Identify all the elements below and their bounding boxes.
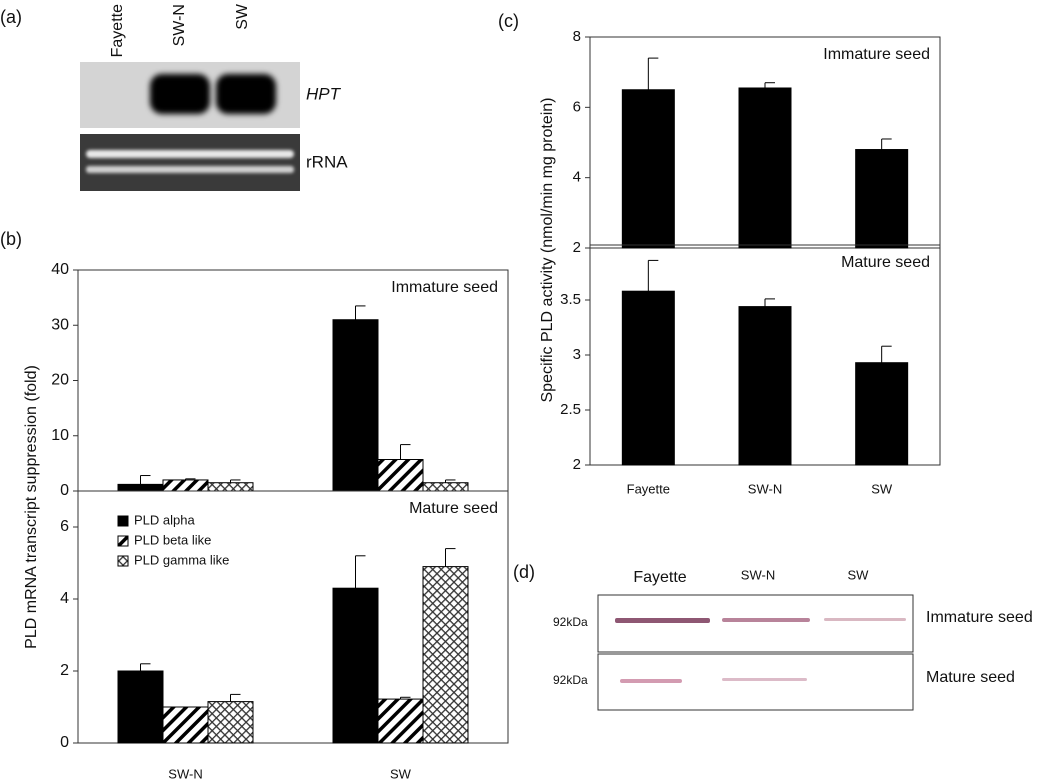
bar <box>422 566 469 744</box>
blot <box>597 594 914 711</box>
band-label: HPT <box>306 84 342 103</box>
y-tick-label: 4 <box>573 169 581 186</box>
bar <box>162 706 209 744</box>
y-tick-label: 6 <box>573 98 581 115</box>
bar <box>621 89 675 249</box>
y-tick-label: 8 <box>573 28 581 45</box>
y-tick-label: 40 <box>51 261 69 278</box>
row-label: Immature seed <box>926 609 1033 626</box>
error-bar <box>230 693 241 702</box>
x-tick-label: SW-N <box>748 481 782 496</box>
legend-swatch <box>117 515 129 527</box>
error-bar <box>881 138 892 150</box>
bar <box>162 479 209 492</box>
error-bar <box>647 259 659 292</box>
bar <box>738 87 792 249</box>
lane-label: SW <box>234 3 251 30</box>
bar <box>117 483 164 492</box>
error-bar <box>230 479 241 483</box>
y-tick-label: 6 <box>60 518 69 535</box>
bar <box>332 319 379 492</box>
bar <box>377 698 424 744</box>
error-bar <box>445 548 456 567</box>
legend-label: PLD alpha <box>134 512 195 527</box>
error-bar <box>764 298 775 307</box>
marker-label: 92kDa <box>553 615 588 629</box>
y-tick-label: 2 <box>60 662 69 679</box>
y-tick-label: 0 <box>60 482 69 499</box>
bar <box>855 149 909 249</box>
y-tick-label: 2 <box>573 239 581 256</box>
y-tick-label: 2 <box>573 456 581 473</box>
panel-label: (a) <box>0 7 22 27</box>
lane-label: SW-N <box>171 4 188 46</box>
lane-label: Fayette <box>633 569 686 586</box>
bar <box>332 587 379 744</box>
error-bar <box>140 663 151 671</box>
y-tick-label: 10 <box>51 427 69 444</box>
plot-frame <box>77 269 509 492</box>
lane-label: Fayette <box>109 4 126 57</box>
y-tick-label: 4 <box>60 590 69 607</box>
x-tick-label: SW <box>390 766 412 781</box>
error-bar <box>185 478 196 480</box>
error-bar <box>881 345 892 363</box>
subplot-title: Immature seed <box>391 279 498 296</box>
y-tick-label: 20 <box>51 372 69 389</box>
y-tick-label: 3 <box>573 346 581 363</box>
y-tick-label: 3.5 <box>560 291 581 308</box>
legend-swatch <box>117 555 129 567</box>
x-tick-label: Fayette <box>627 481 670 496</box>
bar <box>207 701 254 744</box>
legend-swatch <box>117 535 129 547</box>
lane-label: SW <box>848 567 870 582</box>
error-bar <box>355 305 366 320</box>
subplot-title: Mature seed <box>409 500 498 517</box>
bar <box>422 482 469 492</box>
subplot-title: Immature seed <box>823 46 930 63</box>
error-bar <box>400 444 411 460</box>
bar <box>855 362 909 466</box>
subplot-title: Mature seed <box>841 254 930 271</box>
y-tick-label: 0 <box>60 734 69 751</box>
x-tick-label: SW <box>871 481 893 496</box>
y-axis-label: Specific PLD activity (nmol/min mg prote… <box>539 98 556 403</box>
bar <box>377 459 424 492</box>
lane-label: SW-N <box>741 567 775 582</box>
plot-frame <box>77 490 509 744</box>
error-bar <box>140 475 151 485</box>
row-label: Mature seed <box>926 669 1015 686</box>
band-label: rRNA <box>306 152 348 171</box>
bar <box>738 306 792 466</box>
x-tick-label: SW-N <box>168 766 202 781</box>
gel-hpt <box>80 62 300 128</box>
bar <box>207 482 254 492</box>
bar <box>621 290 675 466</box>
panel-label: (c) <box>498 11 519 31</box>
marker-label: 92kDa <box>553 673 588 687</box>
error-bar <box>400 696 411 700</box>
legend-label: PLD gamma like <box>134 552 229 567</box>
legend-label: PLD beta like <box>134 532 211 547</box>
error-bar <box>355 555 366 589</box>
gel-rrna <box>80 134 300 191</box>
y-tick-label: 2.5 <box>560 401 581 418</box>
panel-label: (d) <box>513 562 535 582</box>
bar <box>117 670 164 744</box>
panel-label: (b) <box>0 229 22 249</box>
error-bar <box>445 479 456 483</box>
error-bar <box>647 57 659 90</box>
y-tick-label: 30 <box>51 316 69 333</box>
error-bar <box>764 82 775 88</box>
y-axis-label: PLD mRNA transcript suppression (fold) <box>23 365 40 649</box>
